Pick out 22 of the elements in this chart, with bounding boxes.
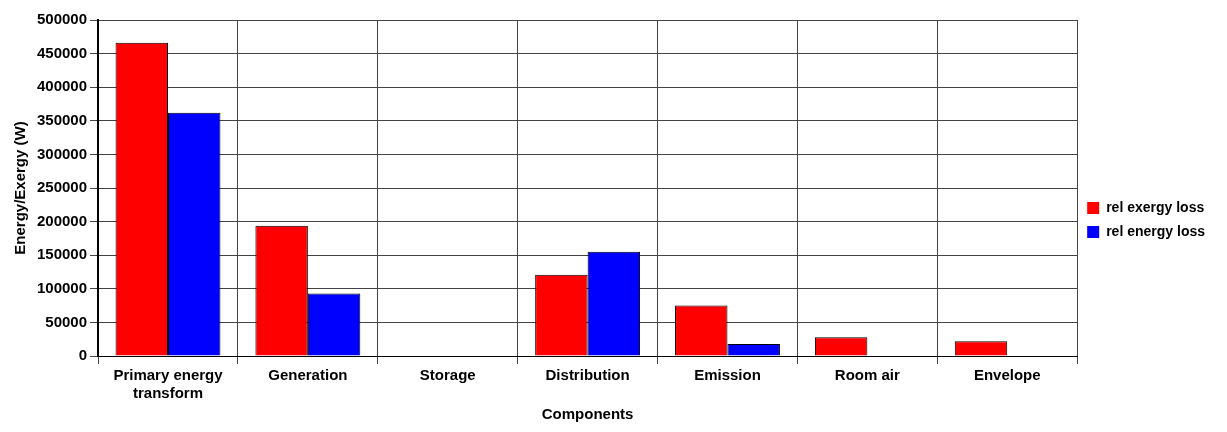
y-tick-label: 450000 bbox=[36, 43, 88, 61]
x-tick-label: Storage bbox=[419, 366, 476, 384]
y-tick-label: 100000 bbox=[36, 278, 88, 296]
y-tick-label: 50000 bbox=[45, 312, 88, 330]
x-tick-label: Envelope bbox=[973, 366, 1041, 384]
x-tick-label: Primary energy transform bbox=[113, 366, 224, 402]
y-tick-label: 150000 bbox=[36, 245, 88, 263]
y-tick-label: 400000 bbox=[36, 77, 88, 95]
x-axis-title: Components bbox=[541, 405, 634, 423]
legend-label: rel exergy loss bbox=[1106, 198, 1205, 215]
y-axis-title: Energy/Exergy (W) bbox=[11, 121, 29, 255]
y-tick-label: 0 bbox=[78, 346, 88, 364]
legend-label: rel energy loss bbox=[1106, 222, 1206, 239]
x-tick-label: Generation bbox=[268, 366, 348, 384]
y-tick-label: 500000 bbox=[36, 10, 88, 28]
y-tick-label: 250000 bbox=[36, 178, 88, 196]
x-tick-label: Distribution bbox=[545, 366, 630, 384]
y-tick-label: 300000 bbox=[36, 144, 88, 162]
y-tick-label: 200000 bbox=[36, 211, 88, 229]
x-tick-label: Room air bbox=[834, 366, 901, 384]
y-tick-label: 350000 bbox=[36, 110, 88, 128]
x-tick-label: Emission bbox=[694, 366, 761, 384]
